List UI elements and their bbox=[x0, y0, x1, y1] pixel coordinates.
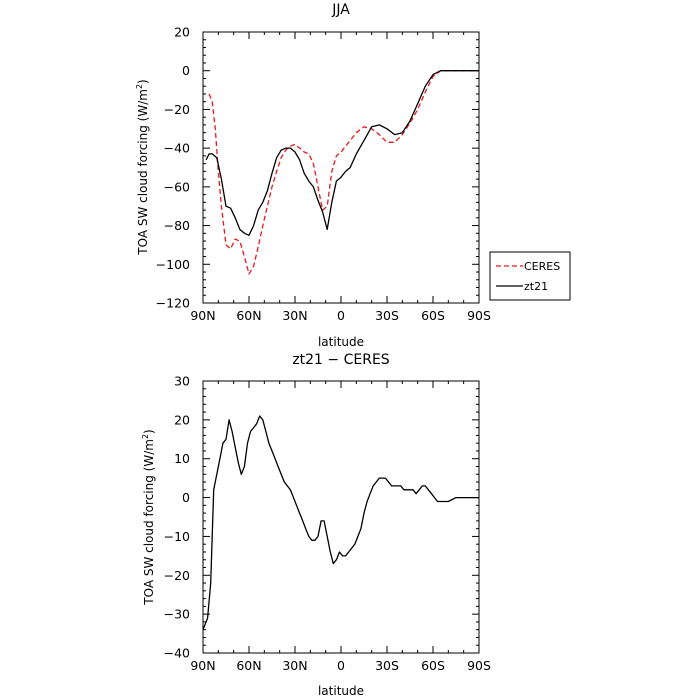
y-tick-label: −20 bbox=[164, 102, 190, 117]
y-tick-label: −80 bbox=[164, 218, 190, 233]
y-tick-label: −60 bbox=[164, 179, 190, 194]
y-tick-label: −20 bbox=[164, 568, 190, 583]
bottom-xlabel: latitude bbox=[318, 684, 364, 698]
top-title: JJA bbox=[331, 2, 350, 18]
y-tick-label: 0 bbox=[182, 490, 190, 505]
top-legend: CERES zt21 bbox=[489, 251, 571, 301]
x-tick-label: 30S bbox=[375, 308, 399, 323]
top-series-zt21 bbox=[205, 70, 479, 236]
y-tick-label: 30 bbox=[174, 374, 190, 389]
x-tick-label: 90S bbox=[467, 308, 491, 323]
bottom-series-difference bbox=[202, 415, 479, 630]
x-tick-label: 90N bbox=[190, 308, 215, 323]
y-tick-label: 0 bbox=[182, 63, 190, 78]
top-ylabel: TOA SW cloud forcing (W/m2) bbox=[135, 79, 150, 255]
bottom-panel: zt21 − CERES 90N 60N 30N 0 30S 60S 90S −40 −30 −2… bbox=[141, 352, 491, 698]
y-tick-label: −40 bbox=[164, 141, 190, 156]
x-tick-label: 60N bbox=[236, 658, 261, 673]
x-tick-label: 0 bbox=[337, 658, 345, 673]
top-panel: JJA 90N 60N 30N 0 30S 60S 90S −120 −100 −80 −60 −40… bbox=[135, 2, 571, 349]
bottom-plot-frame bbox=[202, 380, 480, 654]
x-tick-label: 60N bbox=[236, 308, 261, 323]
y-tick-label: −10 bbox=[164, 529, 190, 544]
y-tick-label: 20 bbox=[174, 25, 190, 40]
legend-ceres-label: CERES bbox=[524, 260, 560, 273]
x-tick-label: 0 bbox=[337, 308, 345, 323]
legend-zt21-label: zt21 bbox=[524, 280, 548, 293]
top-xlabel: latitude bbox=[318, 335, 364, 349]
bottom-series-lines bbox=[202, 415, 479, 630]
top-axis-ticks: 90N 60N 30N 0 30S 60S 90S −120 −100 −80 −60 −40 −20 0… bbox=[156, 25, 491, 324]
x-tick-label: 90S bbox=[467, 658, 491, 673]
x-tick-label: 90N bbox=[190, 658, 215, 673]
x-tick-label: 60S bbox=[421, 658, 445, 673]
legend-box bbox=[489, 251, 571, 301]
y-tick-label: −40 bbox=[164, 646, 190, 661]
bottom-title: zt21 − CERES bbox=[292, 352, 389, 368]
top-series-lines bbox=[205, 70, 479, 275]
y-tick-label: −100 bbox=[156, 257, 190, 272]
y-tick-label: −30 bbox=[164, 607, 190, 622]
x-tick-label: 60S bbox=[421, 308, 445, 323]
x-tick-label: 30S bbox=[375, 658, 399, 673]
top-plot-frame bbox=[202, 31, 480, 304]
bottom-axis-ticks: 90N 60N 30N 0 30S 60S 90S −40 −30 −20 −10 0 10 20 30 bbox=[164, 374, 491, 674]
y-tick-label: 10 bbox=[174, 451, 190, 466]
x-tick-label: 30N bbox=[282, 308, 307, 323]
top-series-ceres bbox=[208, 70, 479, 275]
y-tick-label: −120 bbox=[156, 296, 190, 311]
bottom-ylabel: TOA SW cloud forcing (W/m2) bbox=[141, 429, 156, 605]
y-tick-label: 20 bbox=[174, 412, 190, 427]
x-tick-label: 30N bbox=[282, 658, 307, 673]
